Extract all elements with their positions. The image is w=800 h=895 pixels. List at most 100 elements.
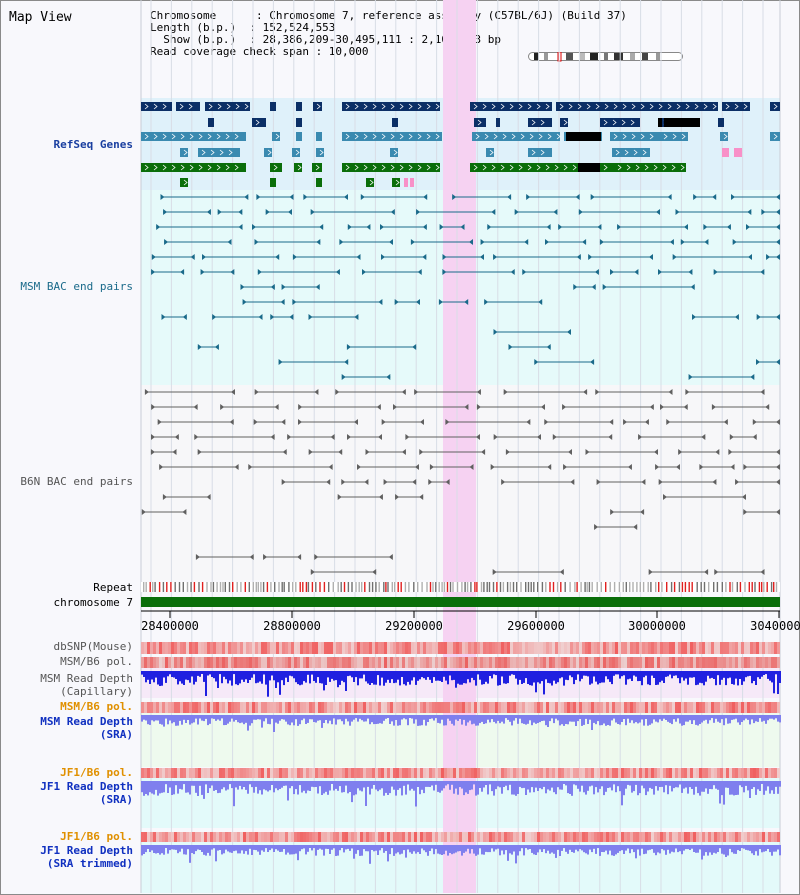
jf1-depth-sra-bar — [293, 781, 295, 795]
dbsnp-cell — [273, 642, 276, 654]
msm-pol2-cell — [330, 702, 333, 713]
msm-depth-cap-bar — [749, 671, 751, 676]
msm-pol-cell — [174, 657, 177, 668]
gene-strand-arrow — [354, 164, 359, 171]
b6n-bac-pair-end — [330, 434, 335, 440]
jf1-pol-cell — [180, 768, 183, 778]
msm-depth-cap-bar — [437, 671, 439, 681]
msm-depth-sra-bar — [487, 715, 489, 720]
msm-pol2-cell — [678, 702, 681, 713]
dbsnp-cell — [231, 642, 234, 654]
jf1-pol2-cell — [168, 832, 171, 842]
repeat-element — [512, 582, 515, 592]
msm-depth-sra-bar — [665, 715, 667, 720]
jf1-pol-cell — [522, 768, 525, 778]
gene-strand-arrow — [426, 164, 431, 171]
jf1-depth-trim-bar — [715, 845, 717, 854]
msm-depth-cap-bar — [159, 671, 161, 686]
dbsnp-cell — [744, 642, 747, 654]
msm-depth-sra-bar — [163, 715, 165, 727]
dbsnp-cell — [345, 642, 348, 654]
jf1-depth-trim-bar — [347, 845, 349, 849]
dbsnp-cell — [183, 642, 186, 654]
msm-pol-cell — [279, 657, 282, 668]
jf1-depth-trim-bar — [505, 845, 507, 851]
jf1-depth-sra-bar — [167, 781, 169, 793]
axis-tick-label: 29200000 — [385, 619, 443, 633]
msm-depth-sra-bar — [777, 715, 779, 722]
dbsnp-cell — [606, 642, 609, 654]
jf1-depth-trim-bar — [333, 845, 335, 849]
msm-depth-cap-bar — [641, 671, 643, 686]
repeat-element — [596, 582, 598, 592]
b6n-bac-pair-end — [364, 479, 369, 485]
jf1-depth-sra-bar — [379, 781, 381, 790]
jf1-depth-trim-bar — [163, 845, 165, 855]
msm-pol2-cell — [582, 702, 585, 713]
msm-depth-cap-bar — [673, 671, 675, 676]
msm-depth-cap-bar — [247, 671, 249, 683]
msm-pol-cell — [477, 657, 480, 668]
jf1-depth-trim-bar — [413, 845, 415, 852]
jf1-depth-trim-bar — [591, 845, 593, 853]
msm-pol-cell — [582, 657, 585, 668]
msm-depth-sra-bar — [181, 715, 183, 725]
jf1-depth-trim-bar — [445, 845, 447, 851]
dbsnp-cell — [753, 642, 756, 654]
jf1-depth-sra-bar — [247, 781, 249, 794]
msm-depth-sra-bar — [421, 715, 423, 726]
msm-pol-cell — [363, 657, 366, 668]
jf1-depth-sra-bar — [471, 781, 473, 790]
jf1-pol-cell — [465, 768, 468, 778]
jf1-depth-sra-bar — [315, 781, 317, 787]
jf1-depth-trim-bar — [533, 845, 535, 855]
jf1-depth-sra-bar — [745, 781, 747, 786]
jf1-depth-trim-bar — [141, 845, 143, 856]
dbsnp-cell — [456, 642, 459, 654]
msm-pol-cell — [417, 657, 420, 668]
jf1-pol2-cell — [636, 832, 639, 842]
msm-pol2-cell — [171, 702, 174, 713]
msm-bac-pair-end — [578, 209, 583, 215]
dbsnp-cell — [672, 642, 675, 654]
jf1-pol2-cell — [423, 832, 426, 842]
msm-depth-cap-bar — [709, 671, 711, 679]
jf1-pol2-cell — [474, 832, 477, 842]
repeat-element — [281, 582, 283, 592]
jf1-pol2-cell — [588, 832, 591, 842]
msm-depth-cap-bar — [655, 671, 657, 685]
msm-depth-cap-bar — [205, 671, 207, 696]
jf1-pol2-cell — [573, 832, 576, 842]
jf1-depth-trim-bar — [709, 845, 711, 853]
b6n-bac-pair-end — [365, 449, 370, 455]
repeat-element — [252, 582, 254, 592]
jf1-pol-cell — [390, 768, 393, 778]
jf1-pol-cell — [558, 768, 561, 778]
jf1-pol-cell — [342, 768, 345, 778]
dbsnp-cell — [681, 642, 684, 654]
gene-strand-arrow — [612, 119, 617, 126]
repeat-element — [625, 582, 627, 592]
repeat-element — [443, 582, 446, 592]
dbsnp-cell — [687, 642, 690, 654]
jf1-depth-sra-bar — [309, 781, 311, 791]
jf1-depth-trim-bar — [581, 845, 583, 851]
jf1-depth-trim-bar — [463, 845, 465, 853]
jf1-depth-sra-bar — [363, 781, 365, 788]
jf1-pol2-cell — [579, 832, 582, 842]
msm-pol2-cell — [597, 702, 600, 713]
jf1-depth-sra-bar — [333, 781, 335, 791]
refseq-gene — [342, 102, 440, 111]
msm-bac-pair-end — [545, 239, 549, 245]
msm-pol2-cell — [507, 702, 510, 713]
refseq-gene — [718, 118, 724, 127]
msm-depth-cap-bar — [767, 671, 769, 679]
msm-pol-cell — [567, 657, 570, 668]
chromosome-ideogram[interactable] — [528, 52, 684, 62]
msm-depth-sra-bar — [151, 715, 153, 721]
msm-depth-sra-bar — [177, 715, 179, 726]
jf1-pol2-cell — [228, 832, 231, 842]
refseq-gene — [296, 102, 302, 111]
jf1-depth-sra-bar — [735, 781, 737, 795]
